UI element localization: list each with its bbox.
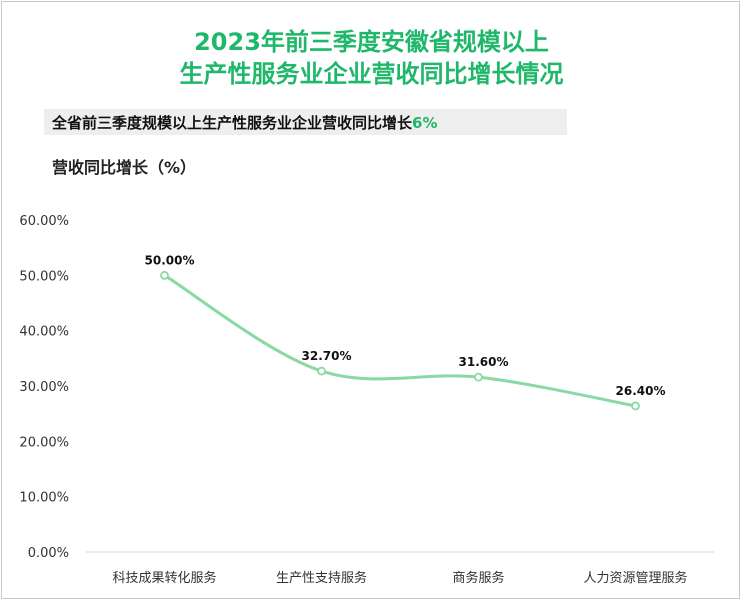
y-axis-ticks: 0.00% 10.00% 20.00% 30.00% 40.00% 50.00% 60.00… [19,214,69,561]
x-axis-ticks: 科技成果转化服务 生产性支持服务 商务服务 人力资源管理服务 [112,570,687,586]
x-tick-label: 商务服务 [452,570,504,586]
data-label: 31.60% [459,355,509,369]
y-tick-label: 60.00% [19,214,69,229]
data-label: 26.40% [616,384,666,398]
data-point [160,270,169,280]
data-point [474,372,483,382]
subtitle-banner: 全省前三季度规模以上生产性服务业企业营收同比增长6% [44,109,567,135]
x-tick-label: 人力资源管理服务 [583,570,687,586]
data-label: 50.00% [145,253,195,267]
data-label: 32.70% [302,349,352,363]
y-tick-label: 10.00% [19,491,69,506]
chart-title-line2: 生产性服务业企业营收同比增长情况 [179,60,564,88]
y-tick-label: 0.00% [28,546,69,561]
data-point [317,366,326,376]
data-labels: 50.00% 32.70% 31.60% 26.40% [145,253,666,398]
x-tick-label: 生产性支持服务 [276,570,367,586]
x-tick-label: 科技成果转化服务 [112,570,216,586]
y-tick-label: 50.00% [19,269,69,284]
subtitle-label: 全省前三季度规模以上生产性服务业企业营收同比增长 [52,114,413,132]
y-axis-title: 营收同比增长（%） [52,158,197,177]
chart-title-line1: 2023年前三季度安徽省规模以上 [194,28,549,56]
series-line [163,273,637,408]
y-tick-label: 40.00% [19,325,69,340]
subtitle-value: 6% [412,114,438,132]
subtitle-text: 全省前三季度规模以上生产性服务业企业营收同比增长6% [52,112,437,133]
data-point [631,401,640,411]
data-points [160,270,640,411]
y-tick-label: 30.00% [19,380,69,395]
y-tick-label: 20.00% [19,435,69,450]
